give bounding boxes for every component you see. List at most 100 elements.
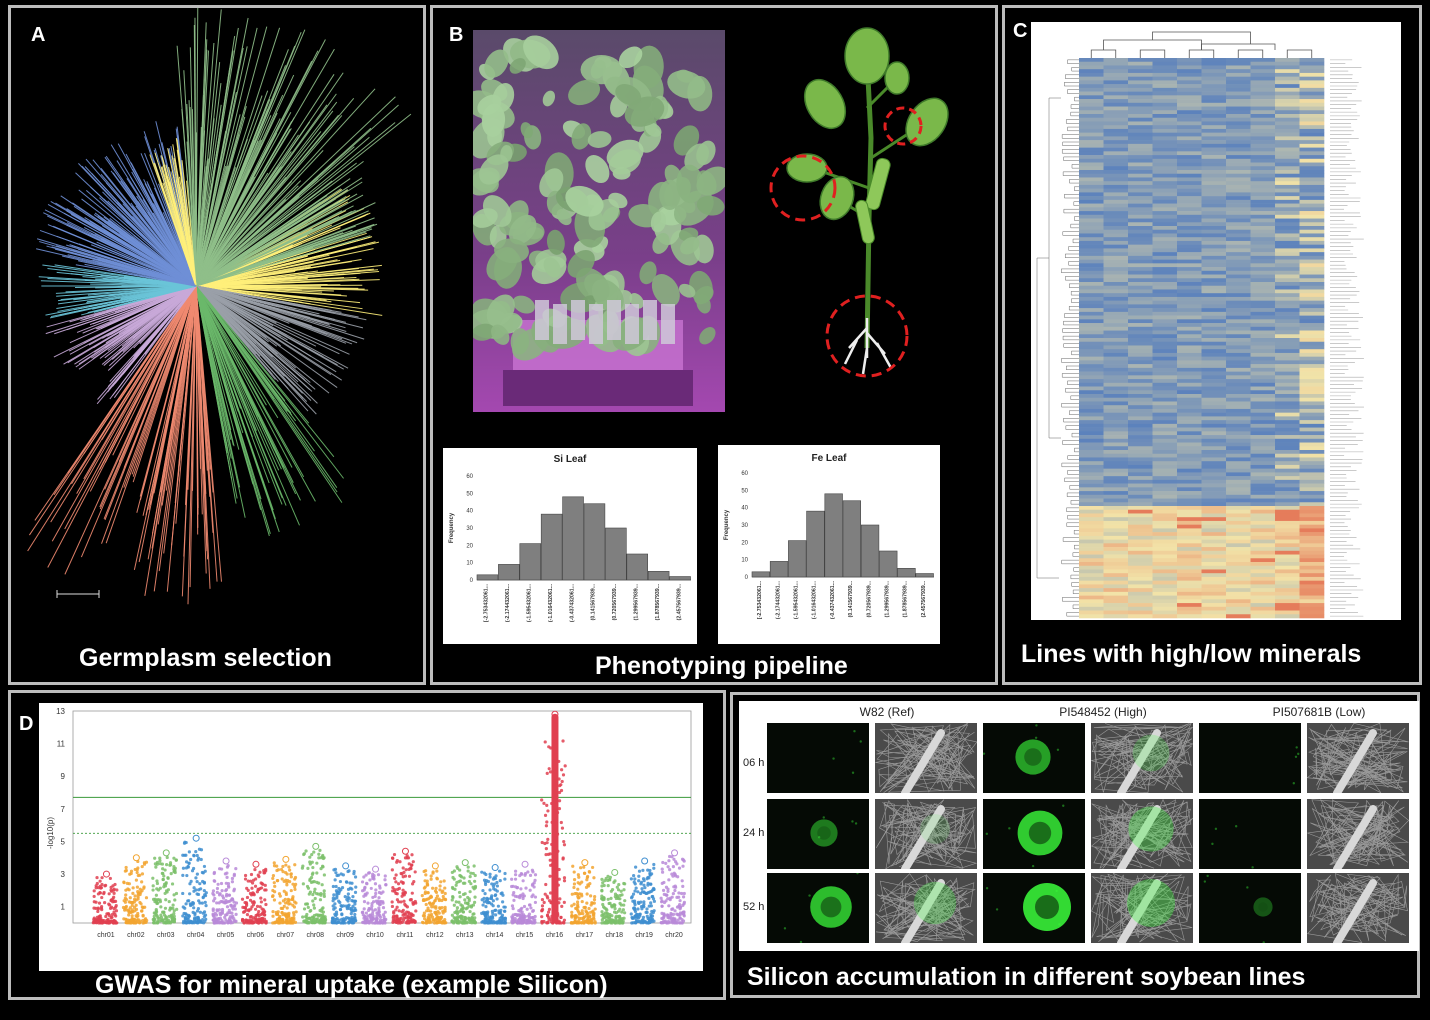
column-label-pi507681b: PI507681B (Low): [1272, 705, 1366, 719]
tree-clade: [45, 285, 197, 405]
histogram-bar: [824, 493, 843, 578]
chromosome-peak-point: [132, 854, 140, 862]
heatmap-cells: [1079, 58, 1325, 619]
panel-a: A Germplasm selection: [8, 5, 426, 685]
x-tick-label: (-2.174432061...: [775, 580, 781, 619]
panel-b: B: [430, 5, 998, 685]
y-axis-label: -log10(p): [46, 817, 55, 849]
chromosome-label: chr15: [516, 932, 534, 939]
row-label-52h: 52 h: [743, 901, 765, 913]
chromosome-points: [420, 862, 448, 925]
column-label-w82: W82 (Ref): [859, 705, 915, 719]
y-tick-label: 10: [466, 561, 473, 567]
histogram-bar: [842, 500, 862, 578]
histogram-bar: [669, 576, 691, 581]
y-tick-label: 3: [61, 870, 66, 879]
chromosome-label: chr05: [217, 932, 235, 939]
histogram-bar: [498, 564, 520, 581]
chromosome-peak-point: [162, 849, 170, 857]
x-tick-label: (1.299567939...: [634, 583, 640, 620]
chromosome-points: [600, 868, 627, 925]
chromosome-points: [510, 860, 538, 925]
x-tick-label: (-1.595432061...: [794, 580, 800, 619]
fluorescence-image: [985, 804, 1065, 868]
tree-clade: [195, 285, 367, 415]
panel-b-caption: Phenotyping pipeline: [595, 652, 848, 680]
chromosome-label: chr19: [635, 932, 653, 939]
significant-peak: [551, 713, 559, 924]
tree-clade: [176, 8, 412, 287]
chromosome-label: chr07: [277, 932, 295, 939]
histogram-bar: [562, 496, 584, 581]
tree-scale-bar: [56, 590, 100, 598]
chromosome-label: chr14: [486, 932, 504, 939]
panel-d-caption: GWAS for mineral uptake (example Silicon…: [95, 971, 608, 999]
chromosome-peak-point: [372, 865, 380, 873]
fluorescence-micrograph: [983, 723, 1085, 793]
column-dendrogram: [1090, 31, 1313, 58]
fluorescence-micrograph: [1199, 723, 1301, 793]
y-tick-label: 11: [57, 740, 66, 749]
chromosome-points: [211, 857, 239, 925]
chromosome-points: [121, 854, 149, 925]
fluorescence-image: [1203, 874, 1273, 943]
chromosome-points: [540, 710, 567, 925]
histogram-bar: [626, 553, 649, 581]
x-tick-label: (-2.174432061...: [505, 583, 511, 622]
x-tick-label: (-1.016432061...: [812, 580, 818, 619]
histogram-bar: [897, 568, 916, 578]
chromosome-label: chr17: [576, 932, 594, 939]
histogram-si-leaf-plot: 0 10 20 30 40 50 60 Frequency [-2.753432061... (-…: [449, 474, 691, 622]
sem-image: [875, 723, 977, 793]
chromosome-peak-point: [282, 855, 290, 863]
chromosome-label: chr18: [605, 932, 623, 939]
histogram-bar: [476, 574, 499, 581]
histogram-si-leaf: Si Leaf 0 10 20 30 40 50 60 Frequency [-2.753432…: [443, 448, 697, 644]
chromosome-label: chr20: [665, 932, 683, 939]
tree-clade: [195, 285, 344, 537]
chromosome-peak-point: [431, 862, 439, 870]
chromosome-points: [300, 842, 328, 925]
panel-a-letter: A: [31, 24, 46, 46]
chromosome-points: [390, 847, 418, 925]
tree-clade: [36, 195, 197, 287]
y-tick-label: 9: [61, 772, 66, 781]
tree-clade: [195, 177, 378, 287]
chromosome-label: chr10: [366, 932, 384, 939]
x-tick-label: (-0.437432061...: [830, 580, 836, 619]
fluorescence-image: [1292, 746, 1300, 785]
chromosome-points: [360, 865, 388, 925]
y-axis-label: Frequency: [449, 512, 455, 543]
y-tick-label: 5: [61, 837, 66, 846]
chromosome-peak-point: [252, 860, 260, 868]
histogram-bar: [860, 524, 880, 578]
x-tick-label: (0.141567939...: [848, 580, 854, 617]
chromosome-label: chr08: [306, 932, 324, 939]
histogram-bar: [540, 513, 563, 581]
fluorescence-micrograph: [1199, 799, 1301, 869]
y-tick-label: 40: [741, 506, 748, 512]
chromosome-points: [240, 860, 268, 925]
sem-micrograph: [1091, 873, 1193, 943]
panel-c-letter: C: [1013, 20, 1028, 42]
chromosome-points: [151, 849, 179, 925]
manhattan-plot-figure: 1 3 5 7 9 11 13 -log10(p) chr01 chr02 chr03 chr04 ch…: [39, 703, 703, 971]
greenhouse-photo: [473, 30, 725, 412]
x-tick-label: [-2.753432061...: [484, 583, 490, 622]
fluorescence-image: [1211, 825, 1254, 869]
heatmap-figure: [1031, 22, 1401, 620]
x-tick-label: (2.457567939...: [676, 583, 682, 620]
y-tick-label: 30: [741, 523, 748, 529]
y-tick-label: 60: [466, 474, 473, 480]
x-tick-label: (0.141567939...: [591, 583, 597, 620]
y-tick-label: 13: [56, 707, 65, 716]
x-tick-label: (2.457567939...: [921, 580, 927, 617]
x-tick-label: (-1.595432061...: [527, 583, 533, 622]
row-labels: [1330, 59, 1364, 617]
sem-image: [1091, 723, 1193, 793]
y-tick-label: 50: [741, 488, 748, 494]
fluorescence-image: [783, 873, 859, 943]
sem-micrograph: [1307, 723, 1409, 793]
sem-image: [875, 799, 977, 869]
heatmap: [1036, 31, 1364, 619]
